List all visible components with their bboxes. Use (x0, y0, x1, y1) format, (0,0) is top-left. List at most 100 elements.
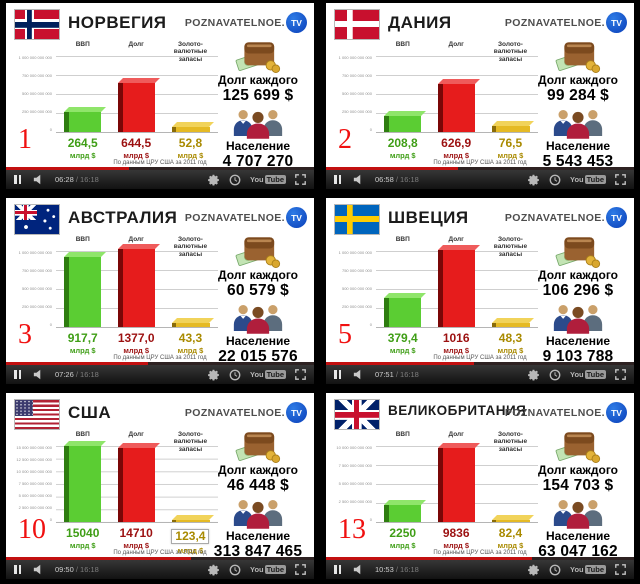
total-time: 16:18 (80, 370, 99, 379)
volume-button[interactable] (33, 369, 45, 380)
video-screen[interactable]: НОРВЕГИЯ POZNAVATELNOE. TV ВВП Долг Золо… (6, 3, 314, 167)
fullscreen-button[interactable] (615, 564, 626, 575)
player-controls: 07:26 / 16:18 You Tube (6, 362, 314, 384)
gear-icon (528, 564, 539, 576)
youtube-logo[interactable]: You Tube (250, 175, 286, 184)
volume-button[interactable] (33, 564, 45, 575)
pause-button[interactable] (334, 565, 341, 574)
column-header-gdp: ВВП (395, 236, 410, 243)
fullscreen-button[interactable] (615, 369, 626, 380)
settings-button[interactable] (208, 174, 220, 186)
youtube-logo[interactable]: You Tube (570, 370, 606, 379)
column-header-gdp: ВВП (395, 431, 410, 438)
seek-bar[interactable] (6, 362, 314, 365)
column-header-gdp: ВВП (75, 431, 90, 438)
seek-bar[interactable] (6, 557, 314, 560)
watch-later-button[interactable] (549, 369, 561, 381)
population-label: Население (545, 139, 611, 153)
volume-button[interactable] (353, 564, 365, 575)
gdp-value: 264,5 (67, 136, 98, 150)
volume-button[interactable] (353, 369, 365, 380)
country-title: США (68, 403, 112, 422)
youtube-logo[interactable]: You Tube (570, 565, 606, 574)
settings-button[interactable] (208, 369, 220, 381)
settings-button[interactable] (528, 564, 540, 576)
debt-per-person-value: 154 703 $ (542, 477, 614, 495)
settings-button[interactable] (528, 174, 540, 186)
source-note: По данным ЦРУ США за 2011 год (433, 355, 527, 361)
reserves-bar (492, 519, 530, 522)
pause-button[interactable] (334, 175, 341, 184)
gdp-unit: млрд $ (389, 346, 416, 356)
debt-bar (118, 448, 156, 522)
reserves-unit: млрд $ (177, 546, 204, 555)
youtube-logo[interactable]: You Tube (570, 175, 606, 184)
fullscreen-icon (295, 564, 306, 575)
rank-annotation: 5 (338, 319, 352, 350)
gdp-value: 2250 (389, 526, 417, 540)
reserves-value: 123,4 (171, 529, 210, 545)
seek-bar[interactable] (326, 167, 634, 170)
debt-unit: млрд $ (123, 541, 150, 551)
watch-later-button[interactable] (549, 174, 561, 186)
youtube-logo[interactable]: You Tube (250, 370, 286, 379)
channel-logo: POZNAVATELNOE. TV (505, 207, 627, 228)
fullscreen-button[interactable] (295, 369, 306, 380)
watch-later-button[interactable] (229, 174, 241, 186)
pause-button[interactable] (334, 370, 341, 379)
reserves-value-cell: 43,3 млрд $ (163, 331, 218, 355)
speaker-icon (353, 369, 361, 380)
fullscreen-icon (615, 369, 626, 380)
watch-later-button[interactable] (229, 369, 241, 381)
video-screen[interactable]: ШВЕЦИЯ POZNAVATELNOE. TV ВВП Долг Золото… (326, 198, 634, 362)
fullscreen-button[interactable] (615, 174, 626, 185)
plot-area (56, 56, 218, 133)
seek-bar[interactable] (326, 557, 634, 560)
watch-later-button[interactable] (229, 564, 241, 576)
debt-per-person-label: Долг каждого (218, 463, 298, 477)
column-header-debt: Долг (128, 431, 144, 438)
pause-button[interactable] (14, 175, 21, 184)
plot-area (376, 250, 538, 328)
debt-value-cell: 14710 млрд $ (109, 526, 162, 555)
country-flag (15, 205, 59, 234)
seek-bar[interactable] (326, 362, 634, 365)
youtube-you-text: You (250, 565, 264, 574)
source-note: По данным ЦРУ США за 2011 год (433, 550, 527, 556)
time-separator: / (73, 565, 81, 574)
elapsed-time: 06:28 (55, 175, 74, 184)
volume-button[interactable] (353, 174, 365, 185)
fullscreen-button[interactable] (295, 564, 306, 575)
video-screen[interactable]: АВСТРАЛИЯ POZNAVATELNOE. TV ВВП Долг Зол… (6, 198, 314, 362)
watch-later-button[interactable] (549, 564, 561, 576)
population-label: Население (225, 529, 291, 543)
pause-button[interactable] (14, 370, 21, 379)
elapsed-time: 10:53 (375, 565, 394, 574)
debt-value: 1377,0 (117, 331, 155, 345)
video-screen[interactable]: ДАНИЯ POZNAVATELNOE. TV ВВП Долг Золото-… (326, 3, 634, 167)
settings-button[interactable] (528, 369, 540, 381)
gdp-value-cell: 264,5 млрд $ (56, 136, 109, 160)
speaker-icon (33, 369, 41, 380)
video-screen[interactable]: США POZNAVATELNOE. TV ВВП Долг Золото-ва… (6, 393, 314, 557)
youtube-logo[interactable]: You Tube (250, 565, 286, 574)
speaker-icon (33, 564, 41, 575)
youtube-you-text: You (570, 370, 584, 379)
gdp-value-cell: 208,8 млрд $ (376, 136, 429, 160)
logo-brand-text: POZNAVATELNOE. (504, 16, 605, 29)
population-icon (233, 500, 283, 529)
pause-button[interactable] (14, 565, 21, 574)
fullscreen-button[interactable] (295, 174, 306, 185)
reserves-value: 48,3 (498, 331, 523, 345)
gdp-value-cell: 379,4 млрд $ (376, 331, 429, 356)
video-screen[interactable]: ВЕЛИКОБРИТАНИЯ POZNAVATELNOE. TV ВВП Дол… (326, 393, 634, 557)
column-header-debt: Долг (448, 41, 464, 48)
fullscreen-icon (295, 174, 306, 185)
population-icon (233, 305, 283, 334)
volume-button[interactable] (33, 174, 45, 185)
settings-button[interactable] (208, 564, 220, 576)
seek-bar[interactable] (6, 167, 314, 170)
debt-bar (118, 83, 156, 132)
elapsed-time: 09:50 (55, 565, 74, 574)
wallet-icon (555, 42, 601, 73)
